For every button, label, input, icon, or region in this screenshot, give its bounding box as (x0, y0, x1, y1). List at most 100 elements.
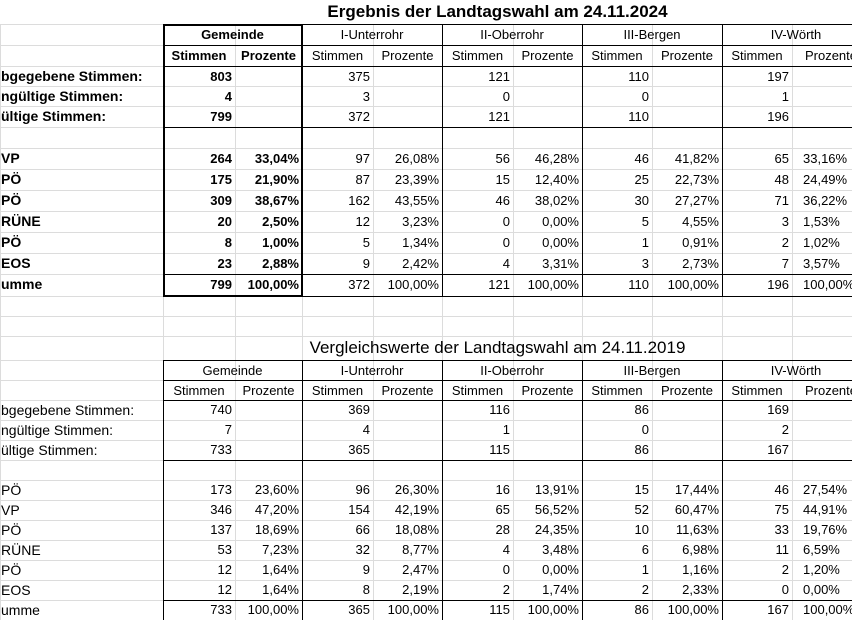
row-label: PÖ (1, 562, 22, 578)
cell: 100,00% (387, 277, 439, 292)
border (163, 360, 852, 361)
cell: 1,34% (402, 235, 439, 250)
row-label: EOS (1, 255, 31, 271)
cell: 1,74% (542, 582, 579, 597)
border (163, 24, 852, 25)
cell: 3 (362, 89, 370, 104)
row-label: bgegebene Stimmen: (1, 402, 135, 418)
cell: 137 (210, 522, 232, 537)
border (163, 274, 852, 275)
cell: 15 (634, 482, 649, 497)
cell: 46,28% (534, 151, 579, 166)
cell: 2,19% (402, 582, 439, 597)
cell: 154 (348, 502, 370, 517)
cell: 65 (774, 151, 789, 166)
cell: 46 (774, 482, 789, 497)
cell: 17,44% (674, 482, 719, 497)
cell: 0,00% (542, 562, 579, 577)
cell: 1,64% (262, 562, 299, 577)
grid-line (0, 540, 852, 541)
group-header: IV-Wörth (770, 27, 822, 42)
column-header: Stimmen (173, 383, 225, 398)
cell: 162 (348, 193, 370, 208)
cell: 86 (634, 442, 649, 457)
cell: 0 (502, 89, 510, 104)
grid-line (582, 24, 583, 620)
cell: 799 (210, 277, 232, 292)
cell: 4 (224, 89, 232, 104)
row-label: RÜNE (1, 542, 41, 558)
cell: 43,55% (394, 193, 439, 208)
cell: 8 (362, 582, 370, 597)
column-header: Stimmen (171, 48, 227, 63)
cell: 1 (502, 422, 510, 437)
cell: 0,00% (803, 582, 840, 597)
cell: 19,76% (803, 522, 848, 537)
cell: 100,00% (247, 602, 299, 617)
cell: 33,16% (803, 151, 848, 166)
cell: 115 (489, 602, 510, 617)
row-label: PÖ (1, 482, 22, 498)
cell: 52 (634, 502, 649, 517)
cell: 33,04% (254, 151, 299, 166)
cell: 86 (634, 402, 649, 417)
cell: 16 (495, 482, 510, 497)
cell: 2,50% (262, 214, 299, 229)
cell: 100,00% (387, 602, 439, 617)
cell: 1 (641, 562, 649, 577)
cell: 48 (774, 172, 789, 187)
cell: 2 (781, 562, 789, 577)
cell: 46 (634, 151, 649, 166)
border (163, 360, 164, 620)
row-label: PÖ (1, 171, 22, 187)
cell: 27,27% (674, 193, 719, 208)
cell: 12 (355, 214, 370, 229)
group-header: Gemeinde (202, 363, 263, 378)
cell: 309 (210, 193, 232, 208)
cell: 13,91% (534, 482, 579, 497)
column-header: Prozente (381, 383, 434, 398)
group-header: I-Unterrohr (340, 27, 404, 42)
grid-line (0, 500, 852, 501)
cell: 15 (495, 172, 510, 187)
cell: 2,73% (682, 256, 719, 271)
cell: 4,55% (682, 214, 719, 229)
row-label: PÖ (1, 192, 22, 208)
column-header: Prozente (241, 48, 296, 63)
cell: 2 (502, 582, 510, 597)
cell: 0 (641, 89, 649, 104)
cell: 7 (224, 422, 232, 437)
cell: 167 (767, 602, 789, 617)
cell: 100,00% (527, 277, 579, 292)
row-label: bgegebene Stimmen: (1, 68, 143, 84)
border (442, 360, 443, 620)
cell: 3,48% (542, 542, 579, 557)
grid-line (513, 24, 514, 620)
cell: 365 (348, 602, 370, 617)
row-label: umme (1, 276, 43, 292)
border (163, 295, 303, 297)
cell: 375 (348, 69, 370, 84)
cell: 42,19% (394, 502, 439, 517)
grid-line (235, 24, 236, 620)
cell: 12 (217, 582, 232, 597)
cell: 0,00% (542, 214, 579, 229)
cell: 7 (781, 256, 789, 271)
row-label: ngültige Stimmen: (1, 422, 114, 438)
cell: 32 (355, 542, 370, 557)
border (163, 360, 303, 361)
grid-line (0, 106, 852, 107)
cell: 56,52% (534, 502, 579, 517)
cell: 733 (210, 442, 232, 457)
cell: 46 (495, 193, 510, 208)
cell: 0 (641, 422, 649, 437)
cell: 3 (781, 214, 789, 229)
cell: 5 (362, 235, 370, 250)
cell: 44,91% (803, 502, 848, 517)
cell: 30 (634, 193, 649, 208)
row-label: PÖ (1, 522, 22, 538)
cell: 20 (217, 214, 232, 229)
grid-line (0, 440, 852, 441)
cell: 0 (502, 214, 510, 229)
